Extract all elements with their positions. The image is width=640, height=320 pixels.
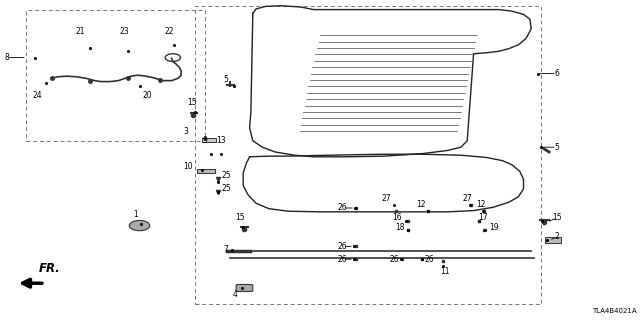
Text: 21: 21 — [76, 28, 84, 36]
Text: 15: 15 — [235, 213, 245, 222]
Text: 26: 26 — [337, 255, 348, 264]
Text: 4: 4 — [233, 290, 238, 299]
Bar — [197, 169, 215, 173]
Text: 15: 15 — [552, 213, 562, 222]
Text: 12: 12 — [477, 200, 486, 209]
Text: 24: 24 — [32, 92, 42, 100]
Bar — [545, 237, 561, 243]
Text: 3: 3 — [183, 127, 188, 136]
Text: 19: 19 — [489, 223, 499, 232]
Bar — [195, 6, 541, 304]
Text: 12: 12 — [416, 200, 425, 209]
Bar — [26, 10, 205, 141]
Text: 7: 7 — [223, 245, 228, 254]
Text: 20: 20 — [142, 92, 152, 100]
Text: 13: 13 — [216, 136, 226, 145]
Text: 11: 11 — [440, 268, 449, 276]
Text: 1: 1 — [133, 210, 138, 219]
Text: 18: 18 — [396, 223, 404, 232]
Circle shape — [129, 220, 150, 231]
Text: 10: 10 — [182, 162, 193, 171]
Text: 2: 2 — [554, 232, 559, 241]
Text: 26: 26 — [337, 242, 348, 251]
Text: 16: 16 — [392, 213, 402, 222]
Text: 17: 17 — [478, 213, 488, 222]
Text: TLA4B4021A: TLA4B4021A — [592, 308, 637, 314]
FancyBboxPatch shape — [236, 284, 253, 292]
Text: 26: 26 — [389, 255, 399, 264]
Text: 26: 26 — [424, 255, 435, 264]
Text: 15: 15 — [187, 98, 197, 107]
Text: 25: 25 — [221, 184, 231, 193]
Text: 26: 26 — [337, 204, 348, 212]
Text: 5: 5 — [223, 76, 228, 84]
Text: 22: 22 — [165, 28, 174, 36]
Text: 6: 6 — [554, 69, 559, 78]
Text: 8: 8 — [4, 53, 9, 62]
Text: 5: 5 — [554, 143, 559, 152]
Text: 27: 27 — [381, 194, 391, 203]
Bar — [202, 138, 216, 142]
Text: 27: 27 — [462, 194, 472, 203]
Text: 9: 9 — [202, 136, 207, 145]
Text: FR.: FR. — [38, 262, 60, 275]
Text: 25: 25 — [221, 172, 231, 180]
Text: 23: 23 — [120, 28, 130, 36]
